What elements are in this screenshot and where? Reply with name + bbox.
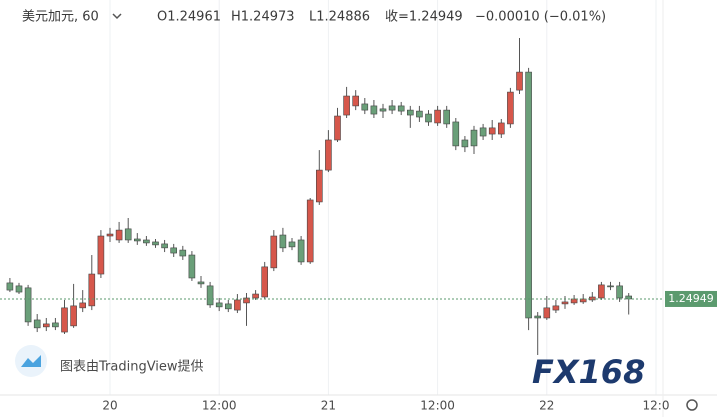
candle-body (497, 122, 505, 135)
candle-body (234, 299, 241, 311)
candle-body (261, 266, 269, 298)
candle-body (325, 139, 332, 171)
candle-body (525, 71, 532, 319)
candle-body (70, 305, 77, 327)
candle-body (370, 105, 378, 115)
candle-body (179, 249, 187, 257)
candle-body (15, 285, 23, 293)
candle-body (306, 199, 314, 263)
candle-body (406, 109, 414, 116)
candle-body (42, 323, 50, 328)
candle-body (443, 109, 451, 125)
x-tick-label: 21 (321, 399, 336, 413)
candle-body (79, 302, 86, 309)
candle-body (270, 235, 278, 269)
candle-body (279, 234, 287, 249)
candle-body (315, 169, 323, 203)
candle-body (607, 285, 614, 288)
candle-body (24, 287, 32, 323)
candle-body (352, 95, 360, 107)
x-tick-label: 12:00 (202, 399, 237, 413)
candle-body (616, 285, 623, 299)
candle-body (6, 282, 14, 291)
candle-body (134, 238, 141, 242)
attribution[interactable]: 图表由TradingView提供 (60, 359, 204, 375)
header-low: L1.24886 (309, 10, 370, 25)
candle-body (388, 105, 396, 111)
candle-body (379, 108, 387, 112)
candle-body (507, 91, 514, 125)
x-tick-label: 12:00 (420, 399, 455, 413)
candle-body (143, 239, 150, 244)
candle-body (188, 254, 196, 279)
candle-body (97, 235, 105, 275)
candle-body (579, 298, 587, 303)
candle-body (252, 293, 259, 299)
header-open: O1.24961 (157, 10, 221, 25)
tv-logo-mark (21, 355, 41, 367)
last-price-label: 1.24949 (668, 292, 714, 305)
candle-body (206, 285, 214, 306)
last-price-box (665, 290, 717, 307)
candle-body (115, 229, 123, 241)
candle-body (461, 139, 469, 148)
grid (109, 0, 657, 395)
candle-body (197, 281, 205, 285)
x-tick-label: 22 (539, 399, 554, 413)
candle-body (106, 233, 114, 237)
candle-body (425, 113, 432, 123)
candle-body (543, 307, 551, 319)
candle-body (470, 129, 478, 147)
candle-body (570, 298, 578, 304)
candle-body (343, 95, 350, 116)
candle-body (170, 247, 177, 254)
candle-body (452, 121, 460, 147)
chevron[interactable] (112, 13, 122, 20)
candle-body (598, 284, 605, 299)
x-tick-label: 20 (102, 399, 117, 413)
candle-body (561, 301, 569, 305)
candle-body (397, 105, 405, 112)
candle-body (124, 228, 132, 241)
candle-body (152, 241, 159, 246)
watermark: FX168 (532, 353, 645, 391)
candle-body (52, 322, 59, 328)
candle-body (479, 127, 487, 137)
candle-body (552, 305, 560, 311)
candle-body (33, 319, 41, 329)
header-high: H1.24973 (231, 10, 295, 25)
candles (6, 38, 633, 356)
candle-body (534, 315, 542, 319)
candle-body (516, 71, 523, 91)
candle-body (215, 302, 223, 308)
symbol: 美元加元, 60 (22, 10, 99, 25)
candle-body (88, 273, 96, 307)
candle-body (225, 303, 232, 310)
candle-body (288, 241, 296, 248)
x-tick-label: 12:0 (643, 399, 670, 413)
candle-body (297, 239, 305, 263)
candle-body (161, 243, 168, 249)
candle-body (488, 127, 496, 135)
candle-body (434, 109, 441, 124)
candle-body (361, 103, 369, 111)
candle-body (61, 307, 68, 333)
header-close: 收=1.24949 (385, 10, 463, 25)
settings-icon[interactable] (686, 399, 698, 411)
candle-body (243, 297, 250, 304)
candle-body (416, 110, 423, 118)
header-change: −0.00010 (−0.01%) (475, 10, 606, 25)
candle-body (334, 115, 341, 141)
